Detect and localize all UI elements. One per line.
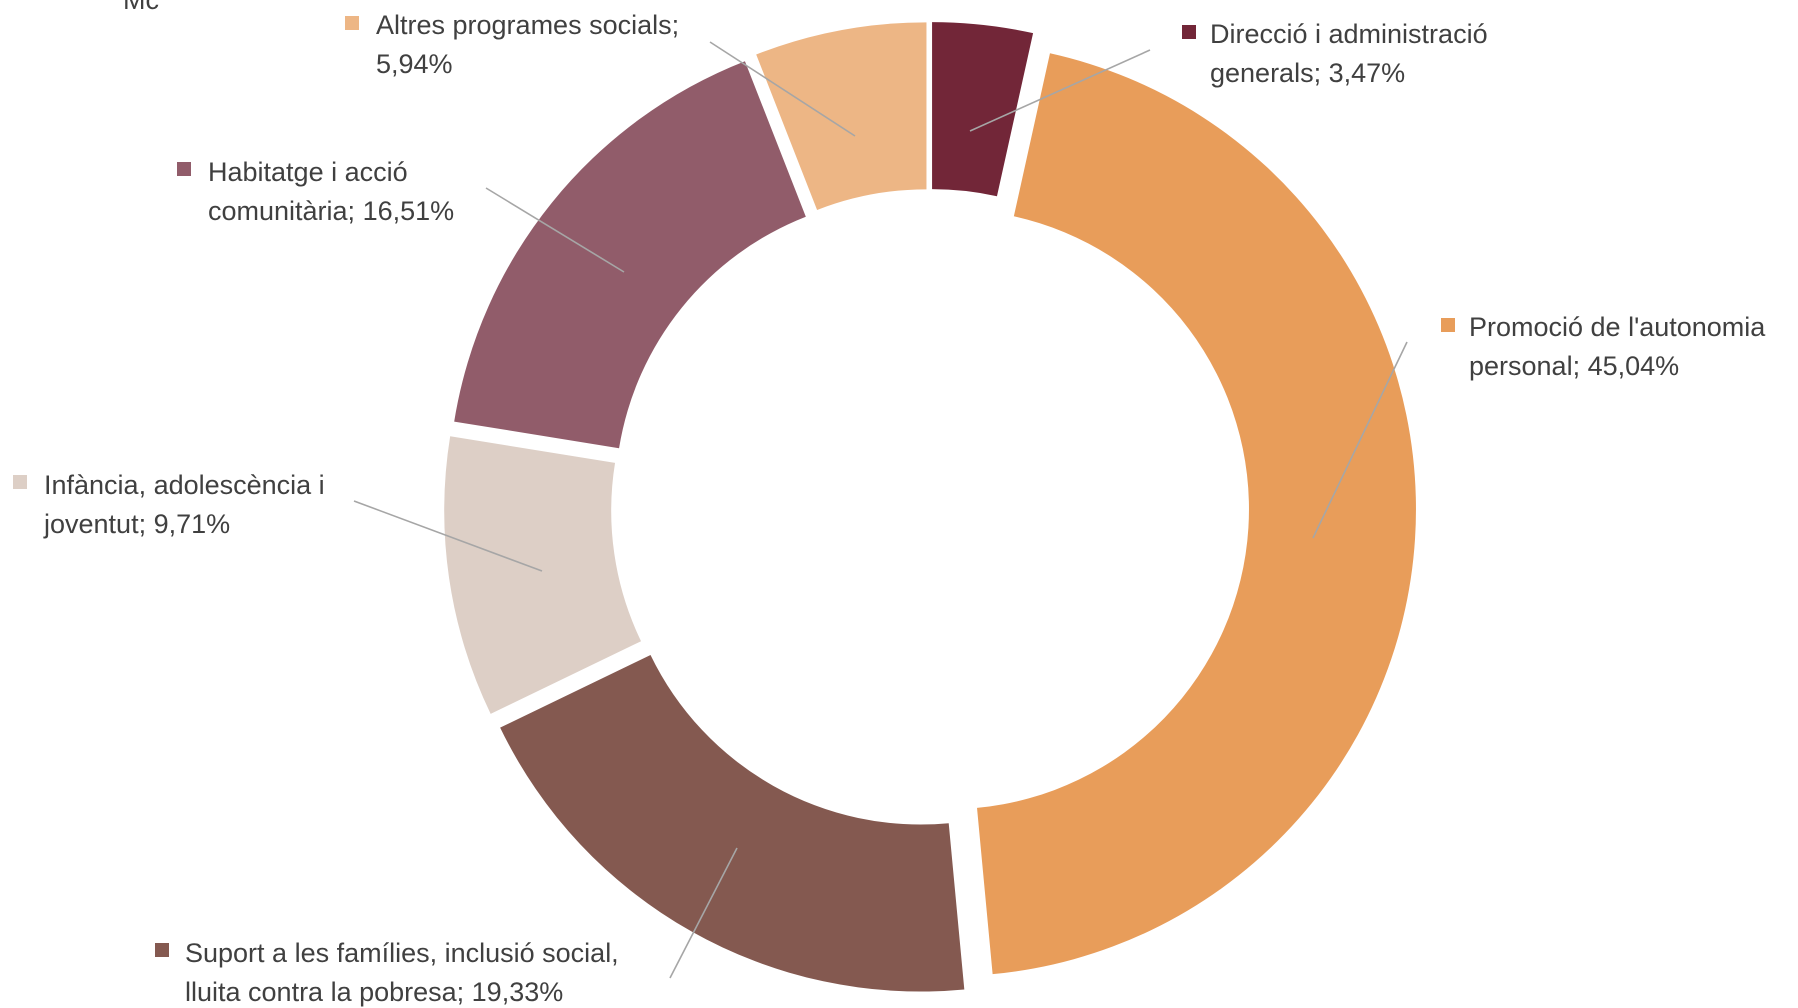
label-key-2: [1441, 318, 1455, 332]
data-labels: Direcció i administració generals; 3,47% P…: [13, 10, 1766, 1007]
label-key-1: [1182, 25, 1196, 39]
label-key-3: [155, 943, 169, 957]
leader-line-2: [1312, 341, 1408, 539]
data-label-5-line-2: comunitària; 16,51%: [208, 196, 454, 226]
donut-slices: [444, 22, 1416, 992]
clipped-title-fragment: Mc: [123, 0, 159, 15]
data-label-3-line-1: Suport a les famílies, inclusió social,: [185, 938, 619, 968]
leader-line-5: [485, 187, 625, 273]
leader-line-3: [669, 847, 738, 979]
data-label-1-line-2: generals; 3,47%: [1210, 58, 1405, 88]
data-label-3-line-2: lluita contra la pobresa; 19,33%: [185, 977, 563, 1007]
leader-line-1: [969, 49, 1151, 132]
data-label-1-line-1: Direcció i administració: [1210, 19, 1488, 49]
label-key-5: [177, 162, 191, 176]
data-label-2-line-2: personal; 45,04%: [1469, 351, 1679, 381]
leader-line-6: [709, 41, 856, 137]
data-label-6-line-2: 5,94%: [376, 49, 453, 79]
donut-slice-1: [932, 22, 1034, 197]
donut-slice-3: [500, 655, 965, 992]
data-label-6-line-1: Altres programes socials;: [376, 10, 679, 40]
donut-slice-4: [444, 436, 642, 714]
label-key-6: [345, 16, 359, 30]
donut-slice-5: [454, 61, 806, 449]
data-label-5-line-1: Habitatge i acció: [208, 157, 408, 187]
leader-lines: [353, 41, 1408, 979]
donut-slice-6: [756, 22, 927, 210]
data-label-4-line-1: Infància, adolescència i: [44, 470, 325, 500]
data-label-4-line-2: joventut; 9,71%: [43, 509, 230, 539]
data-label-2-line-1: Promoció de l'autonomia: [1469, 312, 1766, 342]
label-key-4: [13, 475, 27, 489]
leader-line-4: [353, 500, 543, 572]
donut-slice-2: [977, 53, 1416, 975]
